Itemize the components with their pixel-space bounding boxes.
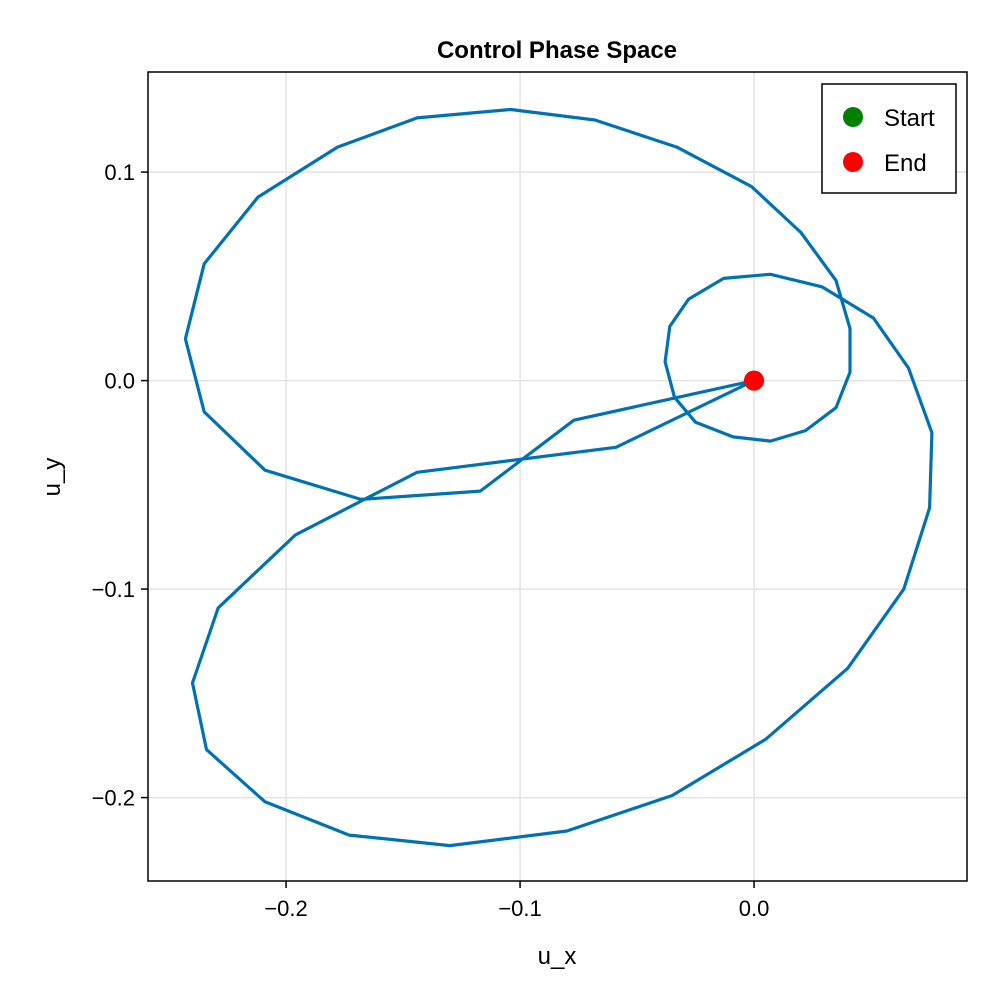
legend: Start End (821, 83, 957, 194)
y-tick-label: −0.1 (92, 577, 135, 602)
y-tick-label: −0.2 (92, 786, 135, 811)
y-tick-label: 0.1 (104, 160, 135, 185)
x-tick-label: 0.0 (739, 896, 770, 921)
y-tick-label: 0.0 (104, 369, 135, 394)
trajectory-line (183, 107, 934, 848)
marker-end (744, 370, 765, 391)
x-axis-label: u_x (538, 943, 577, 970)
x-axis-ticks: −0.2 −0.1 0.0 (264, 881, 769, 921)
grid-lines (148, 72, 967, 881)
x-tick-label: −0.1 (498, 896, 541, 921)
y-axis-ticks: −0.2 −0.1 0.0 0.1 (92, 160, 148, 811)
legend-end-marker (843, 152, 863, 172)
marker-points (744, 370, 765, 391)
legend-start-label: Start (884, 105, 935, 132)
legend-end-label: End (884, 150, 927, 177)
plot-frame (147, 71, 968, 882)
chart-title: Control Phase Space (437, 37, 677, 64)
y-axis-label: u_y (39, 458, 66, 497)
x-tick-label: −0.2 (264, 896, 307, 921)
legend-box (821, 83, 957, 194)
legend-start-marker (843, 107, 863, 127)
